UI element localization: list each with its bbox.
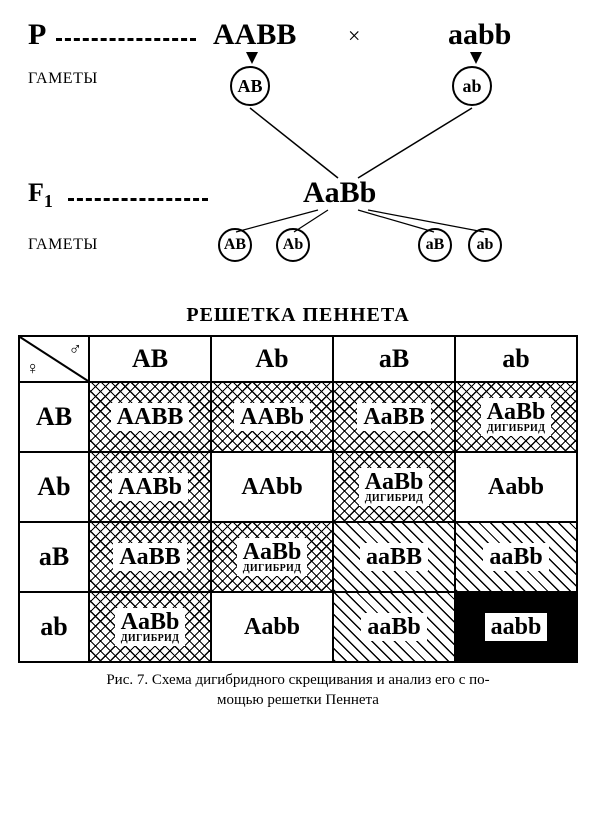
genotype-label: AaBbДИГИБРИД <box>481 398 552 436</box>
f1-genotype: AaBb <box>303 176 376 210</box>
punnett-cell: aaBb <box>455 522 577 592</box>
dihybrid-note: ДИГИБРИД <box>121 634 180 644</box>
dihybrid-note: ДИГИБРИД <box>487 424 546 434</box>
col-header: AB <box>89 336 211 382</box>
punnett-cell: AaBbДИГИБРИД <box>333 452 455 522</box>
punnett-row: ab AaBbДИГИБРИД Aabb aaBb aabb <box>19 592 577 662</box>
female-icon: ♀ <box>26 358 40 379</box>
col-header: aB <box>333 336 455 382</box>
genotype-label: AABb <box>234 403 310 431</box>
genotype-label: Aabb <box>488 474 544 500</box>
genotype-label: AAbb <box>241 474 302 500</box>
genotype-label: AaBbДИГИБРИД <box>115 608 186 646</box>
genotype-label: AaBbДИГИБРИД <box>359 468 430 506</box>
row-header: Ab <box>19 452 89 522</box>
punnett-cell: AABb <box>89 452 211 522</box>
punnett-cell: Aabb <box>455 452 577 522</box>
genotype-label: AABb <box>112 473 188 501</box>
genotype-label: AaBB <box>357 403 430 431</box>
corner-cell: ♂ ♀ <box>19 336 89 382</box>
punnett-cell: AaBB <box>89 522 211 592</box>
dihybrid-cross-diagram: P AABB × aabb ГАМЕТЫ AB ab F1 AaBb ГАМЕТ… <box>18 18 578 298</box>
genotype-label: aabb <box>485 613 548 641</box>
punnett-cell: AaBbДИГИБРИД <box>89 592 211 662</box>
f1-gamete-1: Ab <box>276 228 310 262</box>
genotype-label: AABB <box>111 403 190 431</box>
row-header: AB <box>19 382 89 452</box>
col-header: Ab <box>211 336 333 382</box>
f1-label: F1 <box>28 178 53 212</box>
genotype-label: aaBB <box>360 543 428 571</box>
row-header: aB <box>19 522 89 592</box>
gametes-label-f1: ГАМЕТЫ <box>28 236 98 254</box>
punnett-cell: AABb <box>211 382 333 452</box>
f1-gamete-3: ab <box>468 228 502 262</box>
figure-caption: Рис. 7. Схема дигибридного скрещивания и… <box>18 671 578 710</box>
f1-label-text: F1 <box>28 178 53 207</box>
caption-line2: мощью решетки Пеннета <box>217 692 379 708</box>
punnett-title: РЕШЕТКА ПЕННЕТА <box>18 304 578 327</box>
punnett-square: ♂ ♀ AB Ab aB ab AB AABB AABb AaBB AaBbДИГИБР… <box>18 335 578 663</box>
genotype-label: aaBb <box>483 543 548 571</box>
male-icon: ♂ <box>69 339 83 360</box>
dihybrid-note: ДИГИБРИД <box>365 494 424 504</box>
punnett-row: Ab AABb AAbb AaBbДИГИБРИД Aabb <box>19 452 577 522</box>
dash-line-f1 <box>68 198 208 201</box>
punnett-row: AB AABB AABb AaBB AaBbДИГИБРИД <box>19 382 577 452</box>
punnett-row: aB AaBB AaBbДИГИБРИД aaBB aaBb <box>19 522 577 592</box>
punnett-cell: AaBbДИГИБРИД <box>455 382 577 452</box>
col-header: ab <box>455 336 577 382</box>
caption-line1: Рис. 7. Схема дигибридного скрещивания и… <box>106 672 489 688</box>
dihybrid-note: ДИГИБРИД <box>243 564 302 574</box>
genotype-label: Aabb <box>244 614 300 640</box>
genotype-label: AaBB <box>113 543 186 571</box>
punnett-cell: aaBb <box>333 592 455 662</box>
genotype-label: AaBbДИГИБРИД <box>237 538 308 576</box>
punnett-cell: Aabb <box>211 592 333 662</box>
genotype-label: aaBb <box>361 613 426 641</box>
f1-gamete-2: aB <box>418 228 452 262</box>
punnett-cell: AaBbДИГИБРИД <box>211 522 333 592</box>
punnett-cell: AABB <box>89 382 211 452</box>
f1-gamete-0: AB <box>218 228 252 262</box>
punnett-header-row: ♂ ♀ AB Ab aB ab <box>19 336 577 382</box>
row-header: ab <box>19 592 89 662</box>
punnett-cell: aabb <box>455 592 577 662</box>
punnett-cell: AaBB <box>333 382 455 452</box>
punnett-cell: aaBB <box>333 522 455 592</box>
punnett-cell: AAbb <box>211 452 333 522</box>
